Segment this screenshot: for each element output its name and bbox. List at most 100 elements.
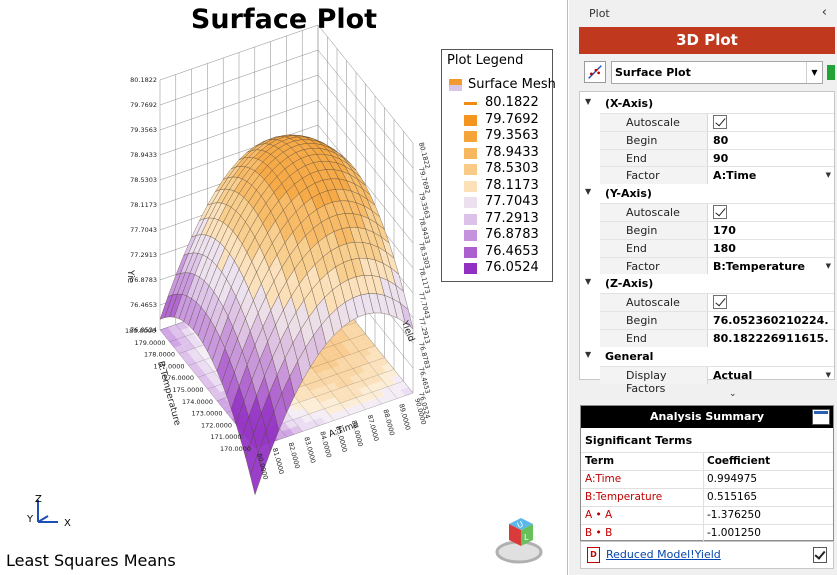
- property-row: End 180: [600, 238, 834, 257]
- property-value[interactable]: Actual: [713, 368, 753, 382]
- x-tick-label: 82.0000: [287, 441, 302, 469]
- autoscale-checkbox[interactable]: [713, 115, 727, 129]
- legend-value: 76.0524: [485, 260, 539, 275]
- collapse-triangle-icon[interactable]: ▼: [585, 97, 592, 106]
- view-cube-icon[interactable]: U L: [495, 510, 553, 568]
- property-value[interactable]: 76.052360210224...: [713, 314, 829, 328]
- triad-z-label: Z: [35, 494, 42, 505]
- term-coefficient: 0.515165: [707, 491, 758, 503]
- legend-entry: 78.5303: [464, 161, 554, 177]
- term-coefficient: -1.001250: [707, 527, 761, 539]
- property-key: Factor: [600, 167, 708, 185]
- legend-swatch: [464, 164, 477, 175]
- legend-entry: 77.7043: [464, 194, 554, 210]
- z-tick-label-right: 79.3563: [417, 191, 432, 219]
- property-value[interactable]: 80.182226911615...: [713, 332, 829, 345]
- chevron-down-icon[interactable]: ▼: [825, 370, 831, 379]
- chevron-down-icon[interactable]: ▼: [806, 62, 822, 83]
- y-tick-label: 173.0000: [191, 410, 222, 418]
- z-tick-label: 80.1822: [130, 76, 157, 84]
- property-key: End: [600, 149, 708, 167]
- autoscale-checkbox[interactable]: [713, 295, 727, 310]
- z-tick-label-right: 78.5303: [417, 241, 432, 269]
- surface-plot-canvas[interactable]: 80.0000 81.0000 82.0000 83.0000 84.0000 85.00…: [0, 0, 568, 575]
- z-axis-title-right: Yield: [399, 319, 416, 344]
- section-header[interactable]: ▼ (Z-Axis): [580, 274, 834, 293]
- legend-entry: 78.9433: [464, 145, 554, 161]
- plot-type-icon[interactable]: [584, 61, 606, 83]
- property-row: Display Factors Actual ▼: [600, 365, 834, 395]
- z-tick-label: 78.5303: [130, 176, 157, 184]
- plot-type-row: Surface Plot ▼: [582, 60, 837, 86]
- property-row: Begin 170: [600, 221, 834, 239]
- property-value[interactable]: 90: [713, 151, 729, 165]
- property-row: Autoscale: [600, 293, 834, 312]
- property-grid: ▼ (X-Axis) Autoscale Begin 80 End 90 Factor A:Ti…: [579, 91, 835, 395]
- collapse-triangle-icon[interactable]: ▼: [585, 187, 592, 197]
- legend-swatch: [464, 147, 477, 159]
- chevron-down-icon[interactable]: ▼: [825, 261, 831, 270]
- z-tick-label: 76.0524: [130, 326, 157, 334]
- legend-swatch: [464, 114, 477, 126]
- z-tick-label: 78.1173: [130, 201, 157, 209]
- section-label: (X-Axis): [605, 97, 654, 110]
- surface-mesh: [159, 134, 414, 496]
- z-tick-label-right: 76.4653: [417, 366, 432, 394]
- y-tick-label: 179.0000: [134, 339, 165, 347]
- plot-area[interactable]: 80.0000 81.0000 82.0000 83.0000 84.0000 85.00…: [0, 0, 568, 575]
- z-tick-label: 78.9433: [130, 151, 157, 159]
- property-row: End 90: [600, 148, 834, 167]
- z-tick-label-right: 77.2913: [417, 316, 432, 344]
- legend-entry: 77.2913: [464, 211, 554, 227]
- property-value[interactable]: 180: [713, 241, 736, 255]
- property-value[interactable]: 80: [713, 133, 729, 147]
- section-header[interactable]: ▼ (Y-Axis): [580, 184, 834, 203]
- z-tick-label: 79.3563: [130, 126, 157, 134]
- legend-entry: 79.7692: [464, 112, 554, 128]
- chevron-down-icon[interactable]: ▼: [825, 171, 831, 180]
- legend-swatch: [464, 246, 477, 258]
- collapse-triangle-icon[interactable]: ▼: [585, 349, 592, 359]
- property-key: Begin: [600, 312, 708, 330]
- property-row: End 80.182226911615...: [600, 329, 834, 347]
- term-name: A • A: [585, 509, 613, 521]
- property-value[interactable]: B:Temperature: [713, 259, 805, 273]
- plot-type-select[interactable]: Surface Plot ▼: [611, 61, 823, 84]
- col-coef-header: Coefficient: [707, 455, 771, 467]
- legend-swatch: [464, 102, 477, 105]
- legend-entry: 80.1822: [464, 95, 554, 111]
- legend-entry: 79.3563: [464, 128, 554, 144]
- chevron-left-icon[interactable]: ‹: [821, 5, 827, 20]
- legend-surface-mesh: Surface Mesh: [447, 77, 559, 93]
- summary-term-row: A:Time 0.994975: [581, 470, 833, 489]
- legend-entry: 78.1173: [464, 178, 554, 194]
- section-header[interactable]: ▼ General: [580, 346, 834, 365]
- check-icon[interactable]: [813, 547, 827, 563]
- property-row: Autoscale: [600, 113, 834, 131]
- collapse-triangle-icon[interactable]: ▼: [585, 277, 592, 287]
- property-value[interactable]: 170: [713, 224, 736, 237]
- autoscale-checkbox[interactable]: [713, 205, 727, 220]
- z-tick-label-right: 78.9433: [417, 216, 432, 244]
- legend-mesh-label: Surface Mesh: [468, 77, 556, 92]
- x-tick-label: 81.0000: [271, 447, 286, 475]
- term-name: A:Time: [585, 473, 622, 485]
- legend-value: 76.8783: [485, 227, 539, 242]
- plot-properties-panel: Plot ‹ 3D Plot Surface Plot ▼ ▼ (X-Axis) A…: [569, 0, 837, 575]
- analysis-summary: Analysis Summary Significant Terms Term …: [580, 405, 834, 543]
- reduced-model-link[interactable]: Reduced Model!Yield: [606, 548, 721, 561]
- surface-grid: [159, 24, 414, 496]
- panel-pin-tab[interactable]: [827, 65, 835, 80]
- section-header[interactable]: ▼ (X-Axis): [580, 94, 834, 112]
- window-icon[interactable]: [812, 409, 830, 425]
- term-name: B • B: [585, 527, 613, 539]
- term-name: B:Temperature: [585, 491, 663, 503]
- legend-entry: 76.4653: [464, 244, 554, 260]
- z-tick-label-right: 76.8783: [417, 341, 432, 369]
- legend-value: 79.3563: [485, 128, 539, 143]
- legend-value: 78.1173: [485, 177, 539, 193]
- expand-chevron-icon[interactable]: ⌄: [729, 389, 737, 399]
- property-value[interactable]: A:Time: [713, 169, 757, 183]
- section-label: (Z-Axis): [605, 277, 654, 291]
- plot-banner: 3D Plot: [579, 27, 835, 54]
